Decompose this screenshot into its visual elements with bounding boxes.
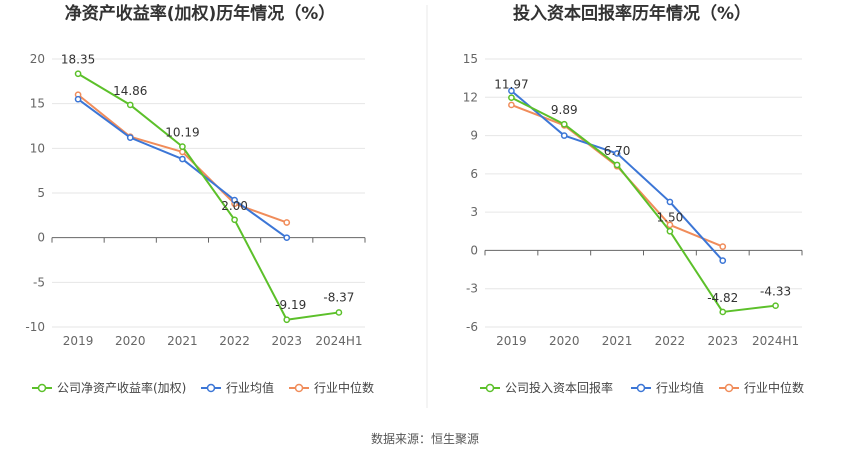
roic-chart: 投入资本回报率历年情况（%） 15 12 9 6 3 0 -3 -6 2019 2020 2021 20… [463, 3, 804, 395]
legend-item-industry-median[interactable]: 行业中位数 [289, 380, 374, 395]
x-tick-label: 2023 [707, 334, 738, 348]
legend-marker [206, 383, 216, 393]
legend-marker [724, 383, 734, 393]
data-label: 1.50 [657, 210, 684, 224]
company-point[interactable] [719, 308, 727, 316]
legend-label: 行业均值 [656, 380, 704, 395]
data-label: 10.19 [165, 126, 199, 140]
industry-median-point[interactable] [283, 219, 291, 226]
company-point[interactable] [126, 101, 134, 109]
y-tick-label: 10 [30, 141, 45, 155]
industry-mean-point[interactable] [179, 155, 186, 163]
x-tick-label: 2024H1 [752, 334, 799, 348]
y-tick-label: 15 [463, 52, 478, 66]
y-tick-label: 3 [470, 205, 478, 219]
x-tick-label: 2019 [63, 334, 94, 348]
legend-marker [37, 383, 47, 393]
industry-median-point[interactable] [666, 221, 674, 229]
company-point[interactable] [231, 216, 238, 224]
legend-label: 行业中位数 [744, 380, 804, 395]
industry-mean-point[interactable] [74, 95, 82, 103]
y-tick-label: 0 [470, 243, 478, 257]
data-label: 11.97 [494, 78, 528, 92]
company-point[interactable] [560, 120, 568, 128]
company-point[interactable] [283, 316, 291, 324]
legend-marker [636, 383, 646, 393]
legend-marker [485, 383, 495, 393]
legend-item-company[interactable]: 公司净资产收益率(加权) [32, 380, 186, 395]
company-point[interactable] [772, 302, 779, 310]
data-label: 18.35 [61, 53, 95, 67]
x-tick-label: 2020 [549, 334, 580, 348]
x-tick-label: 2019 [496, 334, 527, 348]
data-label: 9.89 [551, 103, 578, 117]
chart-title: 净资产收益率(加权)历年情况（%） [65, 3, 336, 24]
industry-mean-point[interactable] [719, 257, 727, 264]
company-point[interactable] [666, 227, 674, 235]
y-tick-label: 0 [37, 231, 45, 245]
industry-mean-point[interactable] [508, 87, 515, 95]
data-label: -4.82 [707, 291, 738, 305]
x-tick-label: 2023 [271, 334, 302, 348]
company-point[interactable] [74, 70, 82, 78]
y-tick-label: -3 [466, 282, 478, 296]
industry-mean-point[interactable] [231, 196, 238, 204]
industry-median-point[interactable] [508, 101, 515, 109]
data-label: 14.86 [113, 84, 147, 98]
legend-label: 行业均值 [226, 380, 274, 395]
industry-mean-point[interactable] [560, 132, 568, 139]
roe-chart: 净资产收益率(加权)历年情况（%） 20 15 10 5 0 -5 -10 2019 2020 20… [25, 3, 374, 395]
y-tick-label: 5 [37, 186, 45, 200]
company-line [510, 96, 776, 313]
x-tick-label: 2021 [602, 334, 633, 348]
y-tick-label: 12 [463, 90, 478, 104]
company-line [77, 72, 340, 321]
industry-mean-point[interactable] [283, 234, 291, 242]
data-label: -8.37 [323, 290, 354, 304]
company-point[interactable] [508, 94, 515, 102]
company-point[interactable] [335, 309, 343, 316]
x-tick-label: 2024H1 [315, 334, 362, 348]
legend-item-company[interactable]: 公司投入资本回报率 [480, 380, 613, 395]
industry-mean-point[interactable] [613, 150, 621, 157]
y-tick-label: -5 [33, 275, 45, 289]
y-tick-label: -6 [466, 320, 478, 334]
chart-title: 投入资本回报率历年情况（%） [513, 3, 751, 24]
y-tick-label: 20 [30, 52, 45, 66]
x-tick-label: 2021 [167, 334, 198, 348]
y-tick-label: -10 [25, 320, 45, 334]
legend-item-industry-median[interactable]: 行业中位数 [719, 380, 804, 395]
x-tick-label: 2022 [655, 334, 686, 348]
company-point[interactable] [179, 143, 186, 150]
legend-label: 公司净资产收益率(加权) [57, 380, 186, 395]
industry-mean-point[interactable] [666, 198, 674, 206]
x-tick-label: 2022 [219, 334, 250, 348]
y-tick-label: 15 [30, 97, 45, 111]
industry-median-point[interactable] [719, 243, 727, 250]
data-label: 6.70 [604, 144, 631, 158]
legend-item-industry-mean[interactable]: 行业均值 [201, 380, 274, 395]
data-label: -9.19 [275, 298, 306, 312]
data-label: 2.00 [221, 199, 248, 213]
company-point[interactable] [613, 161, 621, 169]
legend-label: 行业中位数 [314, 380, 374, 395]
industry-mean-point[interactable] [126, 134, 134, 141]
data-label: -4.33 [760, 285, 791, 299]
legend-label: 公司投入资本回报率 [505, 380, 613, 395]
legend-marker [294, 383, 304, 393]
source-text: 数据来源：恒生聚源 [371, 431, 479, 446]
legend-item-industry-mean[interactable]: 行业均值 [631, 380, 704, 395]
x-tick-label: 2020 [115, 334, 146, 348]
y-tick-label: 9 [470, 129, 478, 143]
y-tick-label: 6 [470, 167, 478, 181]
